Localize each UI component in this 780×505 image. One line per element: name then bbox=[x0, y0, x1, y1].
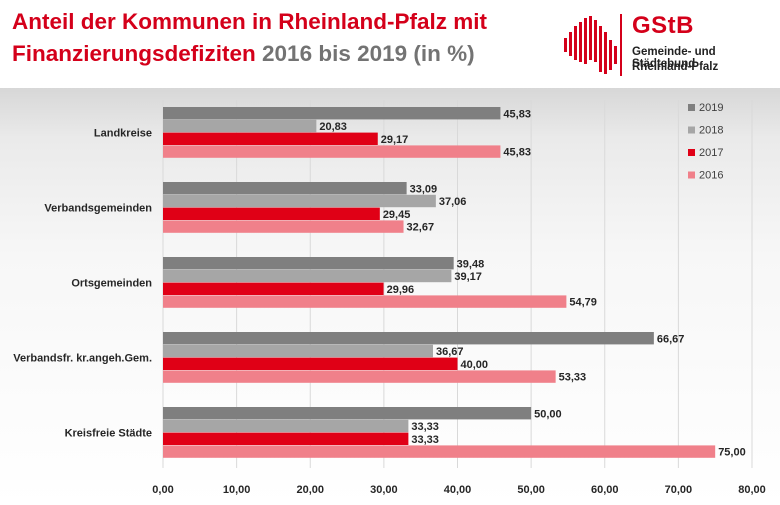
bar bbox=[163, 295, 567, 308]
legend-swatch bbox=[688, 104, 695, 111]
bar bbox=[163, 220, 404, 233]
legend-label: 2017 bbox=[699, 147, 723, 159]
rlp-map-icon bbox=[564, 16, 617, 74]
bar bbox=[163, 145, 501, 158]
legend-swatch bbox=[688, 149, 695, 156]
category-label: Verbandsfr. kr.angeh.Gem. bbox=[13, 353, 152, 365]
bar bbox=[163, 332, 654, 345]
title-line-1: Anteil der Kommunen in Rheinland-Pfalz m… bbox=[12, 9, 488, 34]
x-tick-label: 0,00 bbox=[152, 484, 173, 496]
chart-title: Anteil der Kommunen in Rheinland-Pfalz m… bbox=[12, 6, 552, 70]
gstb-logo: GStB Gemeinde- und Städtebund Rheinland-… bbox=[560, 12, 775, 82]
plot-area: 0,00 10,00 20,00 30,00 40,00 50,00 60,00 70,00 8… bbox=[0, 88, 780, 505]
data-label: 29,96 bbox=[387, 284, 415, 296]
title-line-2: Finanzierungsdefiziten 2016 bis 2019 (in… bbox=[12, 38, 552, 70]
legend-label: 2018 bbox=[699, 125, 723, 137]
x-tick-label: 20,00 bbox=[296, 484, 324, 496]
legend-label: 2019 bbox=[699, 102, 723, 114]
logo-subtitle-2: Rheinland-Pfalz bbox=[632, 61, 719, 73]
bar bbox=[163, 257, 454, 270]
x-tick-label: 10,00 bbox=[223, 484, 251, 496]
data-label: 29,45 bbox=[383, 209, 411, 221]
bar bbox=[163, 445, 716, 458]
bar bbox=[163, 269, 452, 283]
x-tick-label: 80,00 bbox=[738, 484, 766, 496]
logo-subtitle-1: Gemeinde- und Städtebund bbox=[632, 46, 716, 70]
data-label: 40,00 bbox=[461, 359, 489, 371]
data-label: 45,83 bbox=[503, 147, 531, 159]
bar bbox=[163, 207, 380, 220]
category-label: Ortsgemeinden bbox=[71, 278, 152, 290]
bar-chart: 0,00 10,00 20,00 30,00 40,00 50,00 60,00 70,00 8… bbox=[13, 100, 766, 496]
bar bbox=[163, 182, 407, 195]
category-label: Landkreise bbox=[94, 128, 152, 140]
data-label: 33,33 bbox=[411, 421, 439, 433]
logo-name: GStB bbox=[632, 12, 694, 39]
bar bbox=[163, 132, 378, 145]
legend-swatch bbox=[688, 171, 695, 179]
bar bbox=[163, 407, 532, 420]
bar bbox=[163, 282, 384, 295]
data-label: 33,09 bbox=[410, 183, 438, 195]
bar bbox=[163, 344, 433, 358]
legend-swatch bbox=[688, 126, 695, 134]
data-label: 75,00 bbox=[718, 447, 746, 459]
title-line-2-grey: 2016 bis 2019 (in %) bbox=[262, 41, 475, 66]
title-line-2-red: Finanzierungsdefiziten bbox=[12, 41, 256, 66]
data-label: 54,79 bbox=[569, 297, 597, 309]
bar bbox=[163, 119, 317, 133]
bar bbox=[163, 357, 458, 370]
bar bbox=[163, 432, 409, 445]
x-tick-label: 30,00 bbox=[370, 484, 398, 496]
data-label: 66,67 bbox=[657, 333, 685, 345]
x-tick-label: 60,00 bbox=[591, 484, 619, 496]
data-label: 20,83 bbox=[319, 121, 347, 133]
data-label: 50,00 bbox=[534, 408, 562, 420]
x-tick-label: 40,00 bbox=[444, 484, 472, 496]
bar bbox=[163, 194, 436, 208]
bar bbox=[163, 107, 501, 120]
data-label: 36,67 bbox=[436, 346, 464, 358]
legend-label: 2016 bbox=[699, 170, 723, 182]
data-label: 37,06 bbox=[439, 196, 467, 208]
data-label: 32,67 bbox=[407, 222, 435, 234]
bar bbox=[163, 419, 409, 433]
logo-divider bbox=[620, 14, 622, 76]
bar bbox=[163, 370, 556, 383]
x-tick-label: 50,00 bbox=[517, 484, 545, 496]
data-label: 53,33 bbox=[559, 372, 587, 384]
category-label: Verbandsgemeinden bbox=[44, 203, 152, 215]
data-label: 39,17 bbox=[454, 271, 482, 283]
data-label: 29,17 bbox=[381, 134, 409, 146]
data-label: 33,33 bbox=[411, 434, 439, 446]
data-label: 45,83 bbox=[503, 108, 531, 120]
x-tick-label: 70,00 bbox=[665, 484, 693, 496]
data-label: 39,48 bbox=[457, 258, 485, 270]
category-label: Kreisfreie Städte bbox=[65, 428, 152, 440]
